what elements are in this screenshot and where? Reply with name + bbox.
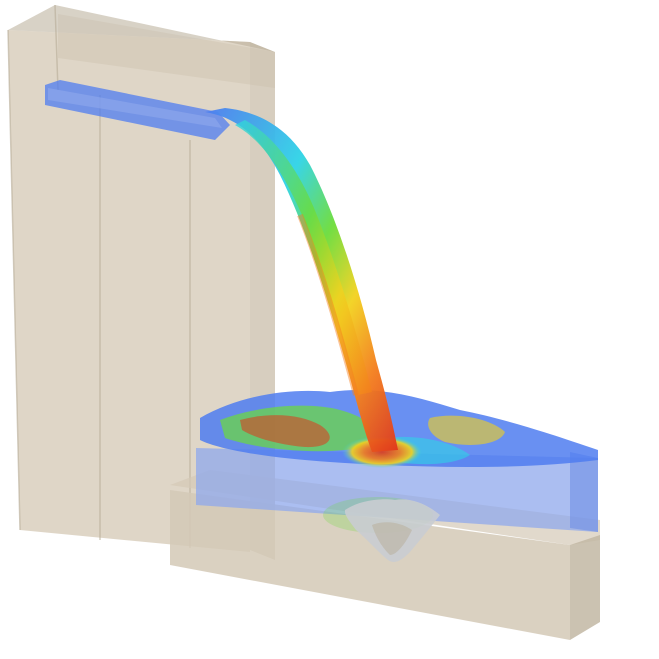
tower-edge-line xyxy=(54,4,59,91)
jet-texture xyxy=(297,213,359,396)
pool-yellow-zone xyxy=(428,415,505,445)
tower-top xyxy=(8,5,275,52)
pool-water-side xyxy=(570,452,598,532)
flume-highlight xyxy=(48,88,222,128)
scour-hole xyxy=(323,497,440,563)
jet-body xyxy=(205,108,398,452)
impact-splash xyxy=(342,436,422,468)
water-jet xyxy=(205,108,398,452)
tower-edge-line xyxy=(7,29,21,531)
scour-shadow xyxy=(372,522,412,555)
jet-core xyxy=(235,120,372,395)
flume-channel xyxy=(45,80,230,140)
basin-side xyxy=(570,535,600,640)
tower-inner-panel xyxy=(58,14,275,88)
basin-front xyxy=(170,490,570,640)
pool-water-front xyxy=(196,448,598,532)
pool-red-zone xyxy=(240,415,330,448)
